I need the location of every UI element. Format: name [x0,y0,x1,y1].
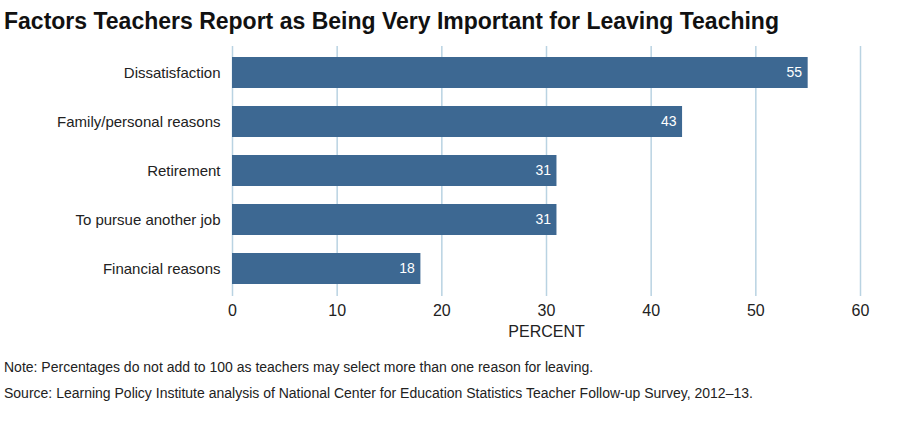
svg-text:Dissatisfaction: Dissatisfaction [124,64,221,81]
svg-text:Retirement: Retirement [147,162,221,179]
svg-text:10: 10 [328,302,346,319]
svg-text:20: 20 [433,302,451,319]
svg-text:43: 43 [661,113,677,129]
svg-text:PERCENT: PERCENT [508,323,585,340]
html-text:Source: Learning Policy Instit: Source: Learning Policy Institute analys… [4,385,753,401]
svg-text:55: 55 [787,64,803,80]
svg-text:31: 31 [535,162,551,178]
html-text:Note: Percentages do not add t: Note: Percentages do not add to 100 as t… [4,359,594,375]
svg-text:Family/personal reasons: Family/personal reasons [57,113,220,130]
svg-text:31: 31 [535,211,551,227]
html-text:Factors Teachers Report as Bei: Factors Teachers Report as Being Very Im… [4,8,779,34]
svg-text:18: 18 [399,260,415,276]
svg-text:60: 60 [852,302,870,319]
svg-text:40: 40 [642,302,660,319]
svg-text:30: 30 [538,302,556,319]
svg-text:To pursue another job: To pursue another job [75,211,220,228]
svg-text:0: 0 [228,302,237,319]
svg-text:Financial reasons: Financial reasons [103,260,221,277]
svg-text:50: 50 [747,302,765,319]
